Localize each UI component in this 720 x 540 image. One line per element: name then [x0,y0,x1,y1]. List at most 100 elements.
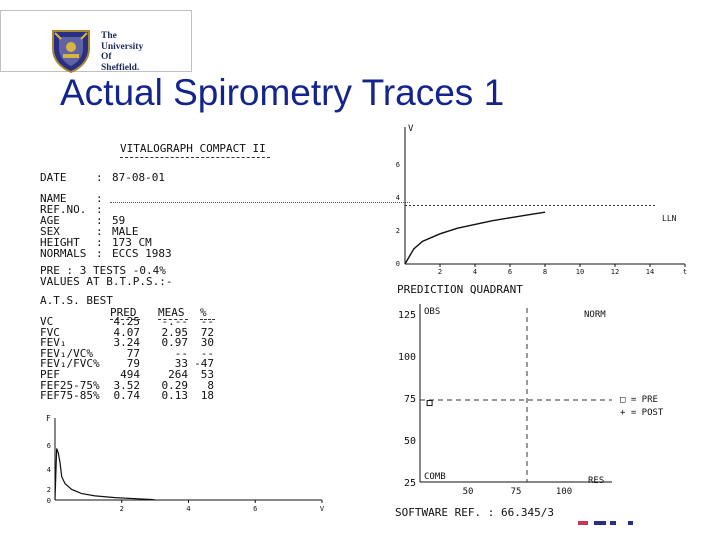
table-cell-meas: 0.97 [161,336,189,350]
x-tick-label: 10 [576,268,584,276]
divider [120,157,270,158]
field-label: NORMALS [40,247,87,260]
x-tick-label: V [320,505,325,513]
table-cell-pred: 79 [126,357,140,371]
device-name: VITALOGRAPH COMPACT II [120,142,266,155]
footer-chip [610,521,616,525]
table-cell-meas: 33 [174,357,188,371]
table-cell-pred: 4.25 [113,315,141,328]
col-pct: % [200,306,207,319]
logo-wordmark: The University Of Sheffield. [101,31,143,73]
footer-chip [628,521,633,525]
table-cell-pct: 53 [200,368,214,381]
date-colon: : [96,171,103,184]
axis-label-v: V [408,124,414,134]
table-cell-meas: -.-- [161,315,189,328]
table-cell-pct: -- [200,346,214,360]
x-ticks: 2 4 6 8 10 12 14 t [438,264,687,276]
obs-label: OBS [424,307,440,317]
x-tick-label: 6 [253,505,257,513]
table-cell-label: FEV₁/VC% [40,346,93,360]
y-tick-label: 50 [404,436,416,447]
table-cell-pred: 494 [120,368,140,381]
y-tick: 0 [396,260,400,268]
x-tick-label: 4 [186,505,190,513]
y-tick: 2 [396,227,400,235]
axis-label-f: F [46,414,51,423]
table-cell-meas: 0.13 [161,389,189,403]
x-tick-label: 8 [543,268,547,276]
table-cell-pct: -47 [194,357,214,371]
flow-curve [54,448,156,501]
table-cell-label: FEF25-75% [40,378,100,392]
table-cell-label: FEV₁ [40,336,67,350]
field-value: 173 CM [112,236,152,249]
x-tick-label: 75 [511,487,522,497]
table-cell-meas: 0.29 [161,378,189,392]
field-colon: : [96,225,103,238]
norm-label: NORM [584,310,606,320]
table-cell-label: VC [40,315,54,328]
y-tick-label: 100 [398,352,416,363]
values-line: VALUES AT B.T.P.S.:- [40,275,173,288]
pre-marker [426,400,433,407]
y-tick: 4 [396,194,400,202]
table-cell-pct: 72 [200,325,214,339]
quadrant-title: PREDICTION QUADRANT [397,283,523,296]
legend-post: + = POST [620,408,664,418]
field-value: 59 [112,214,126,227]
y-tick-label: 75 [404,394,416,405]
field-label: AGE [40,214,60,227]
x-tick-label: 50 [463,487,474,497]
table-cell-pred: 0.74 [113,389,141,403]
flow-volume-chart: F 6 4 2 0 2 4 6 V [46,414,325,513]
table-cell-label: FEF75-85% [40,389,100,403]
software-ref: SOFTWARE REF. : 66.345/3 [395,506,554,519]
lln-label: LLN [662,214,677,223]
x-tick-label: 12 [611,268,619,276]
y-ticks: 125 100 75 50 25 [398,310,416,489]
logo-line: University [101,41,144,52]
prediction-quadrant: 125 100 75 50 25 50 75 100 OBS NORM COMB RES □… [398,304,664,497]
x-tick-label: 100 [556,487,572,497]
y-tick: 6 [396,161,400,169]
table-cell-pred: 4.07 [113,325,141,339]
logo-line: Of [101,52,112,62]
slide-title: Actual Spirometry Traces 1 [60,72,505,113]
y-tick: 0 [47,497,51,505]
x-ticks: 2 4 6 V [120,500,325,513]
divider [158,319,188,320]
y-tick: 4 [47,466,51,474]
volume-curve [404,211,546,265]
divider [110,319,140,320]
logo-line: The [101,31,117,41]
volume-time-chart: V 6 4 2 0 2 4 6 8 10 12 14 t LLN [396,124,687,276]
pre-line: PRE : 3 TESTS -0.4% [40,264,166,277]
table-cell-pct: 18 [200,389,214,403]
logo-line: Sheffield. [101,62,140,73]
y-tick-label: 25 [404,478,416,489]
col-pred: PRED [110,306,137,319]
university-logo: The University Of Sheffield. [0,10,192,73]
legend-pre: □ = PRE [620,395,658,405]
name-dotted-line [110,202,410,203]
ats-label: A.T.S. BEST [40,294,113,307]
x-tick-label: 2 [120,505,124,513]
table-cell-meas: -- [174,346,188,360]
field-colon: : [96,247,103,260]
field-label: REF.NO. [40,203,87,216]
field-colon: : [96,203,103,216]
table-cell-pred: 3.24 [113,336,141,350]
field-value: ECCS 1983 [112,247,172,260]
table-cell-meas: 264 [168,368,188,381]
footer-chip [578,521,588,525]
table-cell-pred: 3.52 [113,378,141,392]
x-tick-label: 4 [473,268,477,276]
table-cell-pct: -- [200,315,214,328]
x-ticks: 50 75 100 [463,487,573,497]
x-tick-label: 2 [438,268,442,276]
x-tick-label: 6 [508,268,512,276]
table-cell-pct: 8 [207,378,214,392]
x-tick-label: t [683,268,687,276]
table-cell-label: FEV₁/FVC% [40,357,100,371]
